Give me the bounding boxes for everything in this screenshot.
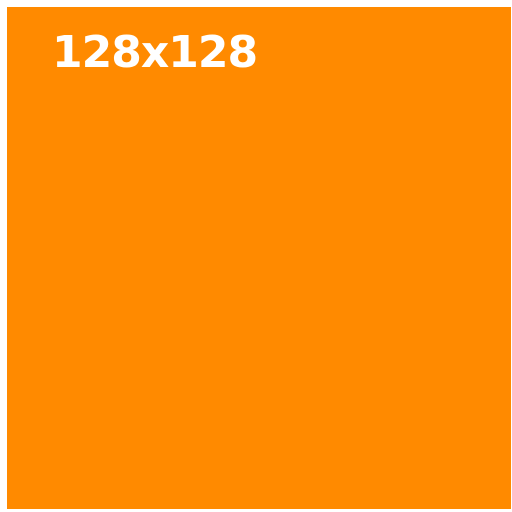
dimension-label: 128x128 xyxy=(52,27,258,78)
placeholder-tile: 128x128 xyxy=(7,7,511,509)
